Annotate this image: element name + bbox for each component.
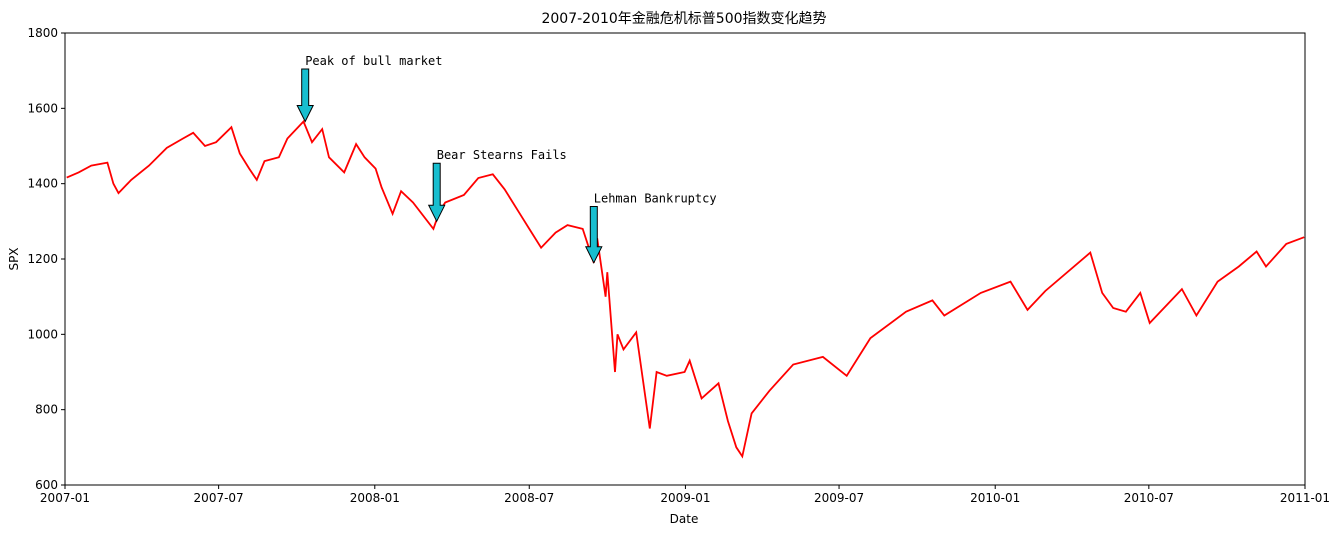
- y-axis-title: SPX: [7, 247, 21, 270]
- x-tick-label: 2007-01: [40, 491, 90, 505]
- y-tick-label: 1200: [27, 252, 58, 266]
- annotation-label: Peak of bull market: [305, 54, 442, 68]
- y-tick-label: 1800: [27, 26, 58, 40]
- annotation-label: Bear Stearns Fails: [437, 148, 567, 162]
- x-axis: 2007-01 2007-07 2008-01 2008-07 2009-01 2009-…: [40, 485, 1330, 505]
- x-tick-label: 2010-07: [1124, 491, 1174, 505]
- annotations: Peak of bull market Bear Stearns Fails Leh…: [296, 54, 717, 264]
- y-axis: 600 800 1000 1200 1400 1600 1800: [27, 26, 65, 492]
- x-tick-label: 2009-01: [660, 491, 710, 505]
- x-tick-label: 2008-01: [350, 491, 400, 505]
- x-axis-title: Date: [670, 512, 699, 526]
- y-tick-label: 600: [35, 478, 58, 492]
- annotation-arrow: [296, 68, 315, 123]
- y-tick-label: 1400: [27, 177, 58, 191]
- y-tick-label: 1600: [27, 101, 58, 115]
- annotation-arrow: [427, 162, 446, 223]
- x-tick-label: 2011-01: [1280, 491, 1330, 505]
- x-tick-label: 2008-07: [504, 491, 554, 505]
- x-tick-label: 2009-07: [814, 491, 864, 505]
- chart-title: 2007-2010年金融危机标普500指数变化趋势: [541, 11, 826, 27]
- spx-series-line: [66, 119, 1305, 459]
- plot-area: [64, 32, 1306, 486]
- annotation-arrow: [584, 206, 603, 264]
- x-tick-label: 2007-07: [194, 491, 244, 505]
- y-tick-label: 800: [35, 403, 58, 417]
- annotation-label: Lehman Bankruptcy: [594, 192, 717, 206]
- y-tick-label: 1000: [27, 327, 58, 341]
- x-tick-label: 2010-01: [970, 491, 1020, 505]
